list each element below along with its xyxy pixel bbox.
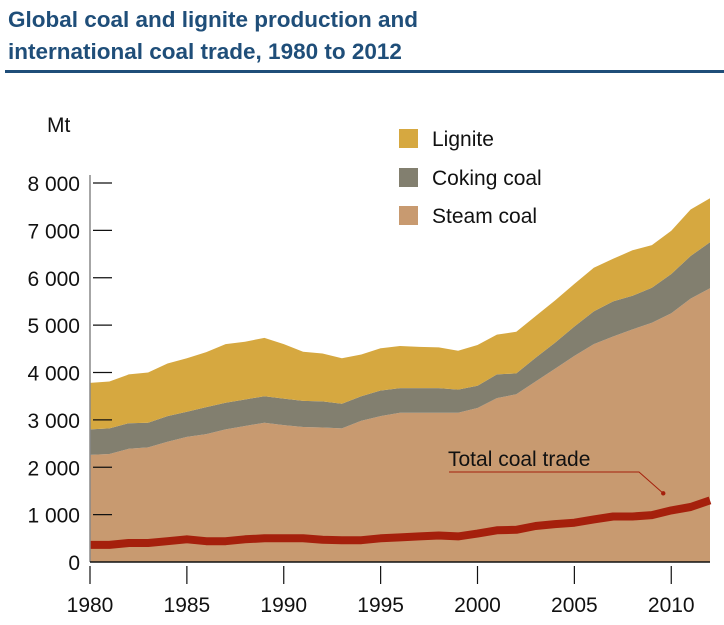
legend-swatch-coking-coal (399, 168, 418, 187)
y-tick-label: 4 000 (27, 363, 80, 386)
y-tick-label: 2 000 (27, 457, 80, 480)
axes: 0 1 000 2 000 3 000 4 000 5 000 6 000 7 000 8 00… (27, 173, 710, 617)
legend-label-coking-coal: Coking coal (432, 167, 542, 190)
x-tick-label: 2000 (454, 594, 501, 617)
x-tick-label: 2010 (648, 594, 695, 617)
y-tick-label: 3 000 (27, 410, 80, 433)
x-tick-label: 1980 (67, 594, 114, 617)
y-tick-label: 8 000 (27, 173, 80, 196)
y-tick-label: 6 000 (27, 268, 80, 291)
legend-label-steam-coal: Steam coal (432, 205, 537, 228)
title-underline (5, 70, 724, 73)
trade-line-group (90, 496, 712, 549)
trade-annotation: Total coal trade (448, 448, 666, 496)
area-layers (90, 198, 710, 562)
chart-title: Global coal and lignite production and i… (8, 4, 724, 68)
y-tick-label: 5 000 (27, 315, 80, 338)
area-steam-coal (90, 288, 710, 562)
x-tick-label: 1985 (164, 594, 211, 617)
legend: Lignite Coking coal Steam coal (399, 128, 542, 228)
legend-swatch-lignite (399, 129, 418, 148)
y-tick-label: 7 000 (27, 220, 80, 243)
x-tick-label: 1995 (357, 594, 404, 617)
annotation-leader-line (449, 471, 664, 494)
area-lignite (90, 198, 710, 430)
x-tick-label: 1990 (260, 594, 307, 617)
title-line-2: international coal trade, 1980 to 2012 (8, 39, 402, 64)
title-line-1: Global coal and lignite production and (8, 7, 419, 32)
y-tick-label: 1 000 (27, 505, 80, 528)
y-axis-unit-label: Mt (47, 114, 70, 137)
area-coking-coal (90, 242, 710, 455)
x-tick-label: 2005 (551, 594, 598, 617)
annotation-leader-dot (661, 491, 666, 496)
annotation-total-coal-trade: Total coal trade (448, 448, 590, 471)
y-tick-label: 0 (68, 552, 80, 575)
line-total-coal-trade (90, 496, 712, 549)
legend-swatch-steam-coal (399, 206, 418, 225)
legend-label-lignite: Lignite (432, 128, 494, 151)
